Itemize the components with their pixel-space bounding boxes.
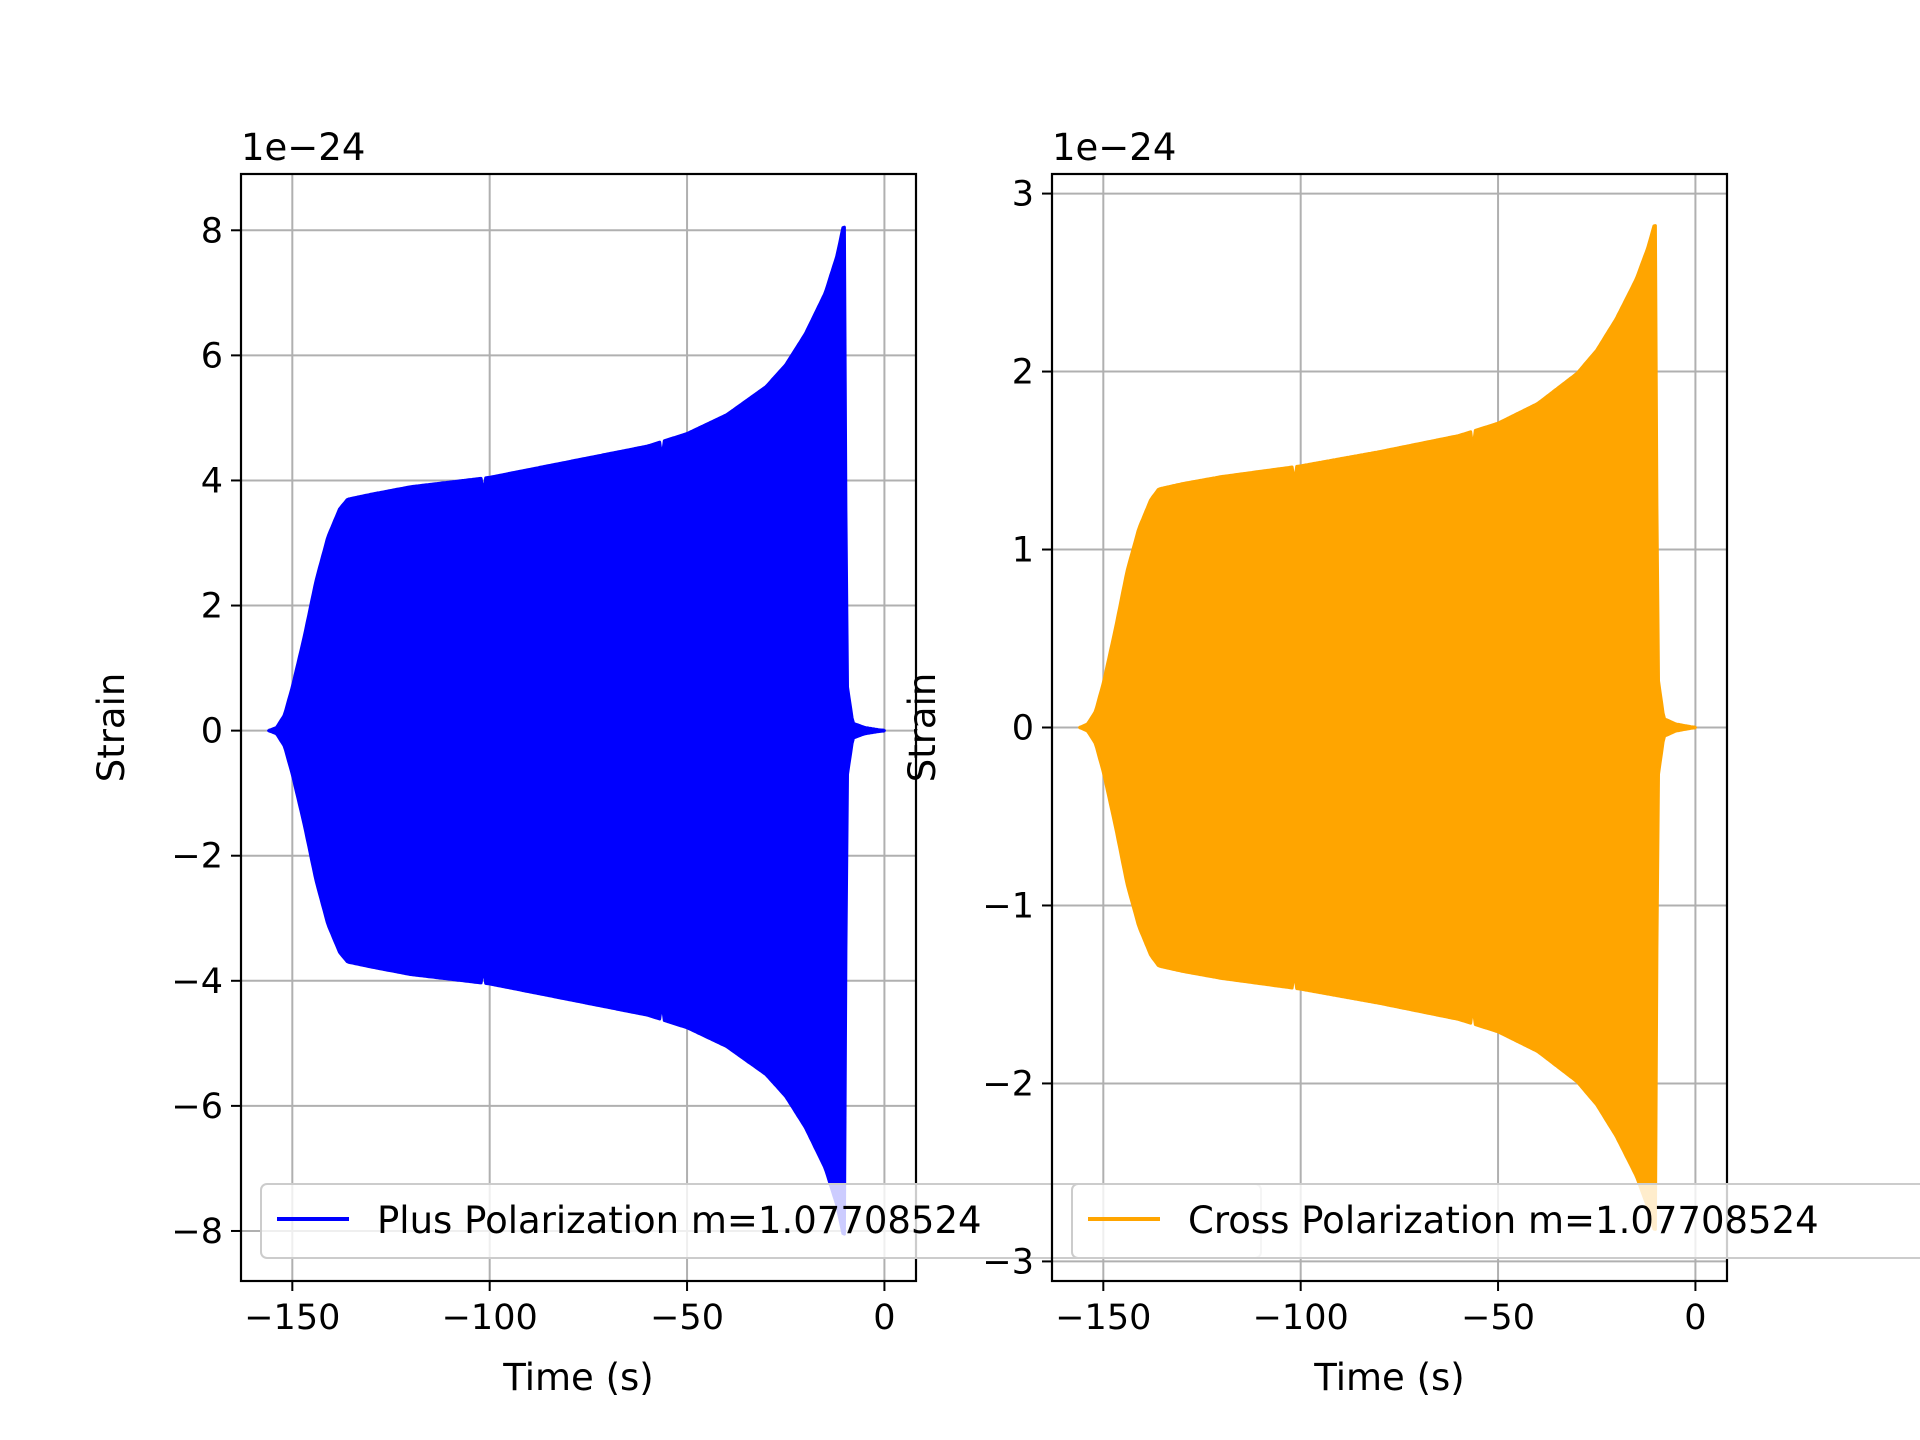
y-tick-label: −8 [171, 1212, 223, 1252]
series-0 [1078, 224, 1697, 1231]
y-tick-label: −2 [982, 1064, 1034, 1104]
x-tick-label: −100 [1253, 1298, 1349, 1338]
y-tick-label: −4 [171, 962, 223, 1002]
subplot-cross-polarization: −150 −100 −50 0 −3 −2 −1 0 1 2 3 1e−24 Time (s) Strai… [901, 126, 1920, 1399]
x-axis-label: Time (s) [1313, 1356, 1464, 1399]
y-axis-label: Strain [90, 673, 133, 783]
x-tick-label: 0 [873, 1298, 895, 1338]
y-tick-label: −1 [982, 886, 1034, 926]
legend-frame [1071, 1183, 1920, 1259]
x-tick-label: −100 [442, 1298, 538, 1338]
x-tick-label: −50 [650, 1298, 724, 1338]
series-0 [267, 225, 886, 1236]
y-tick-label: −2 [171, 837, 223, 877]
y-offset-text: 1e−24 [1052, 126, 1176, 169]
y-tick-label: 2 [1012, 353, 1034, 393]
legend: Plus Polarization m=1.07708524 [260, 1183, 1262, 1259]
y-tick-label: 2 [201, 587, 223, 627]
y-tick-label: −3 [982, 1242, 1034, 1282]
y-tick-label: 1 [1012, 531, 1034, 571]
legend: Cross Polarization m=1.07708524 [1071, 1183, 1920, 1259]
legend-label: Cross Polarization m=1.07708524 [1188, 1199, 1819, 1242]
y-axis-label: Strain [901, 673, 944, 783]
y-offset-text: 1e−24 [241, 126, 365, 169]
y-tick-label: 4 [201, 461, 223, 501]
x-axis-label: Time (s) [502, 1356, 653, 1399]
x-tick-label: −150 [244, 1298, 340, 1338]
x-tick-label: 0 [1684, 1298, 1706, 1338]
subplot-plus-polarization: −150 −100 −50 0 −8 −6 −4 −2 0 2 4 6 8 1e−24 Time (s) St… [90, 126, 1262, 1399]
y-tick-label: 3 [1012, 175, 1034, 215]
y-tick-label: 8 [201, 211, 223, 251]
y-tick-label: 0 [1012, 709, 1034, 749]
y-tick-label: −6 [171, 1087, 223, 1127]
legend-label: Plus Polarization m=1.07708524 [377, 1199, 982, 1242]
axes-frame [239, 172, 918, 1283]
x-tick-label: −150 [1055, 1298, 1151, 1338]
y-tick-label: 0 [201, 712, 223, 752]
y-tick-label: 6 [201, 336, 223, 376]
x-tick-label: −50 [1461, 1298, 1535, 1338]
